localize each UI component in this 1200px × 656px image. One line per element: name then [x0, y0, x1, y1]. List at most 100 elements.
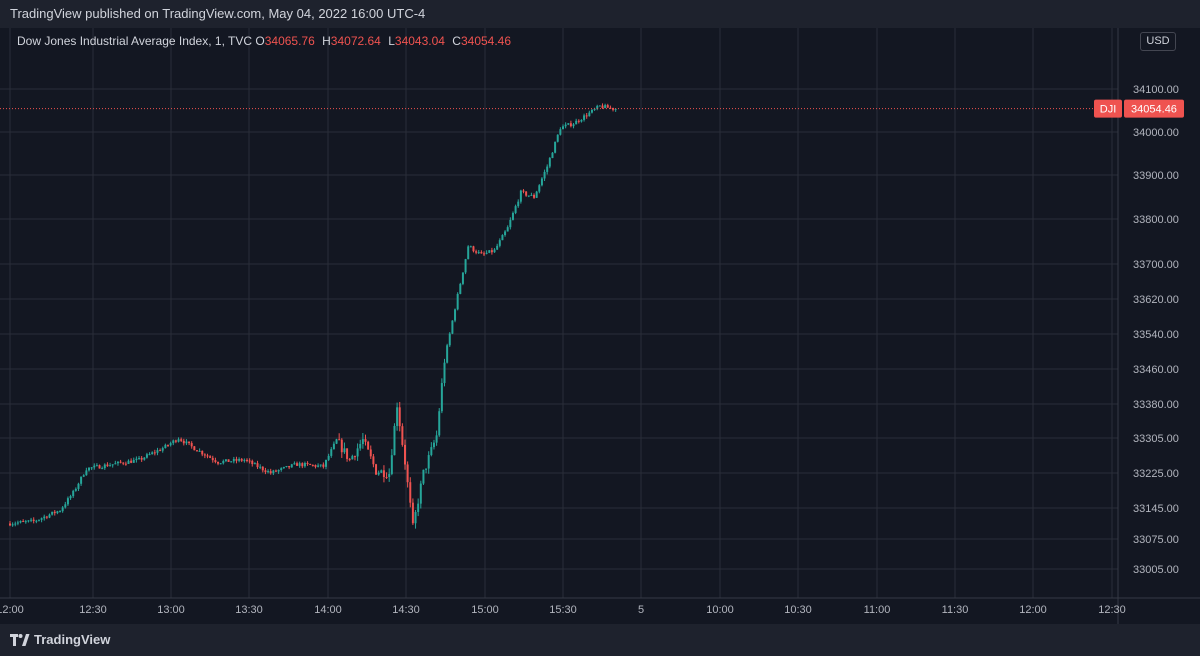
- candle: [404, 439, 406, 470]
- candle-body: [609, 107, 612, 109]
- candle-body: [577, 120, 580, 122]
- candle-body: [201, 450, 204, 455]
- candle: [546, 164, 549, 175]
- brand-name: TradingView: [34, 632, 111, 647]
- candle-body: [74, 488, 77, 491]
- candle: [135, 456, 138, 463]
- candle-body: [88, 467, 90, 471]
- candle-body: [14, 523, 17, 525]
- candle-body: [219, 463, 222, 465]
- time-tick-label: 11:00: [864, 604, 891, 616]
- time-axis[interactable]: 12:00 12:30 13:00 13:30 14:00 14:30 15:00 15:30…: [0, 604, 1126, 616]
- candle-body: [188, 441, 191, 444]
- candle: [535, 190, 538, 199]
- candle: [519, 189, 522, 204]
- candle: [143, 457, 146, 461]
- candle-body: [598, 105, 601, 107]
- candle: [577, 119, 580, 124]
- candlestick-chart[interactable]: 33005.00 33075.00 33145.00 33225.00 33305.00…: [0, 28, 1200, 624]
- candle-body: [90, 467, 93, 469]
- candle-body: [425, 468, 428, 470]
- candle-body: [451, 320, 454, 334]
- price-tick-label: 33900.00: [1133, 170, 1179, 182]
- candle: [119, 459, 122, 464]
- candle: [330, 447, 333, 458]
- time-tick-label: 12:00: [0, 604, 24, 616]
- candle-body: [122, 462, 125, 464]
- candle-body: [382, 470, 385, 478]
- candle: [169, 441, 172, 447]
- candle-body: [98, 465, 101, 469]
- candle: [425, 468, 428, 474]
- candle: [559, 127, 562, 136]
- candle-body: [309, 463, 312, 465]
- candle-body: [367, 441, 370, 450]
- candle-body: [432, 442, 435, 448]
- candle-body: [211, 457, 214, 461]
- candle-body: [206, 455, 209, 457]
- brand[interactable]: TradingView: [10, 632, 110, 647]
- candle: [393, 423, 396, 456]
- candle: [148, 452, 151, 456]
- candle-body: [588, 112, 591, 117]
- candle-body: [569, 123, 572, 127]
- candle: [280, 467, 283, 472]
- candle: [14, 521, 17, 527]
- candle-body: [267, 471, 270, 473]
- candle-body: [40, 518, 43, 520]
- price-axis[interactable]: 33005.00 33075.00 33145.00 33225.00 33305.00…: [1133, 84, 1179, 576]
- tradingview-logo-icon: [10, 633, 30, 646]
- candle-body: [585, 115, 588, 117]
- candle: [361, 432, 364, 449]
- candle-body: [261, 466, 264, 471]
- time-tick-label: 12:30: [79, 604, 107, 616]
- candle: [256, 460, 259, 469]
- candle-body: [22, 521, 25, 523]
- candle: [203, 453, 206, 459]
- chart-area[interactable]: 33005.00 33075.00 33145.00 33225.00 33305.00…: [0, 28, 1200, 624]
- candle-body: [224, 459, 227, 462]
- time-tick-label: 11:30: [942, 604, 969, 616]
- candle-body: [85, 470, 88, 476]
- candle: [406, 461, 409, 488]
- published-text: TradingView published on TradingView.com…: [10, 6, 426, 21]
- candle-body: [414, 511, 417, 524]
- candle-body: [82, 475, 85, 477]
- candles[interactable]: [9, 103, 617, 529]
- candle: [145, 452, 148, 459]
- candle-body: [380, 470, 383, 473]
- candle: [401, 423, 404, 447]
- candle-body: [448, 333, 451, 346]
- candle: [66, 496, 69, 506]
- candle-body: [19, 521, 22, 523]
- candle: [390, 449, 393, 476]
- candle-body: [69, 496, 72, 499]
- last-price-tag[interactable]: DJI 34054.46: [1094, 99, 1184, 118]
- candle-body: [346, 448, 349, 459]
- candle-body: [435, 435, 438, 443]
- candle-body: [24, 521, 27, 523]
- candle-body: [356, 448, 359, 457]
- candle: [243, 458, 246, 463]
- candle: [501, 234, 504, 241]
- candle: [509, 217, 512, 230]
- candle-body: [288, 465, 291, 468]
- symbol-tag-label: DJI: [1100, 104, 1117, 116]
- candle-body: [16, 522, 19, 524]
- candle: [377, 470, 380, 476]
- candle-body: [525, 191, 528, 196]
- candle-body: [398, 407, 401, 427]
- candle-body: [109, 465, 112, 467]
- currency-button[interactable]: USD: [1140, 32, 1176, 51]
- candle-body: [606, 105, 609, 108]
- candle: [45, 515, 48, 520]
- candle-body: [246, 459, 248, 461]
- candle: [240, 457, 243, 463]
- candle-body: [575, 120, 578, 125]
- candle-body: [164, 444, 167, 449]
- candle: [327, 453, 330, 462]
- candle: [288, 465, 291, 470]
- candle: [190, 441, 193, 449]
- candle: [554, 141, 557, 154]
- candle-body: [519, 190, 522, 202]
